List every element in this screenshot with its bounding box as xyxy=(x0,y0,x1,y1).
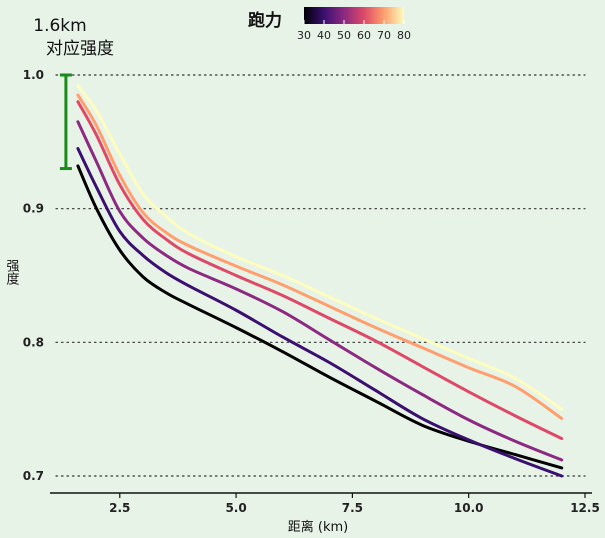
series-line-80 xyxy=(76,84,564,411)
series-line-70 xyxy=(76,93,564,421)
legend-tick-label: 70 xyxy=(377,29,391,42)
x-tick-label: 2.5 xyxy=(109,501,130,515)
annotation-line1: 1.6km xyxy=(33,16,86,36)
legend-tick-label: 50 xyxy=(337,29,351,42)
legend-tick-label: 80 xyxy=(397,29,411,42)
annotation-line2: 对应强度 xyxy=(46,39,114,59)
series-lines xyxy=(76,84,564,478)
legend-tick-label: 30 xyxy=(297,29,311,42)
legend-title: 跑力 xyxy=(248,10,282,31)
x-axis-title: 距离 (km) xyxy=(288,519,348,535)
series-line-40 xyxy=(76,147,564,478)
legend-tick-label: 40 xyxy=(317,29,331,42)
y-axis-title: 强度 xyxy=(4,259,20,285)
x-tick-label: 5.0 xyxy=(225,501,246,515)
legend: 跑力 30 40 50 60 70 80 xyxy=(248,7,411,42)
series-line-50 xyxy=(76,120,564,462)
annotation: 1.6km 对应强度 xyxy=(33,16,114,171)
legend-tick-label: 60 xyxy=(357,29,371,42)
grid-lines xyxy=(55,74,586,477)
x-tick-label: 12.5 xyxy=(570,501,600,515)
y-tick-label: 0.9 xyxy=(23,202,44,216)
y-tick-label: 0.8 xyxy=(23,335,44,349)
x-tick-label: 7.5 xyxy=(342,501,363,515)
y-tick-label: 0.7 xyxy=(23,469,44,483)
series-line-30 xyxy=(76,164,564,470)
series-line-60 xyxy=(76,100,564,441)
axes: 0.7 0.8 0.9 1.0 2.5 5.0 7.5 10.0 12.5 距离 (km) 强度 xyxy=(4,68,600,535)
x-tick-label: 10.0 xyxy=(454,501,484,515)
legend-colorbar xyxy=(304,7,404,24)
y-tick-label: 1.0 xyxy=(23,68,44,82)
